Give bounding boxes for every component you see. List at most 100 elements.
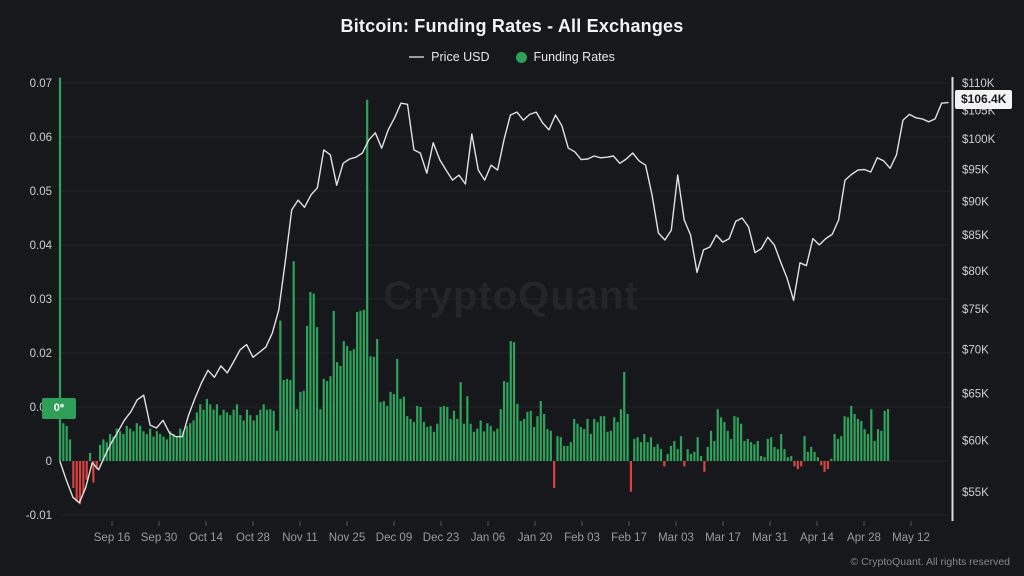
funding-bar-positive: [616, 422, 619, 461]
funding-bar-positive: [342, 341, 345, 461]
funding-bar-positive: [219, 415, 222, 461]
funding-bar-positive: [566, 445, 569, 461]
funding-bar-positive: [579, 427, 582, 461]
funding-bar-positive: [289, 380, 292, 461]
funding-bar-positive: [676, 449, 679, 461]
funding-bar-positive: [656, 444, 659, 461]
legend-item-funding[interactable]: Funding Rates: [515, 50, 615, 64]
funding-bar-positive: [175, 436, 178, 461]
x-axis-tick-label: Mar 03: [658, 532, 694, 544]
funding-bar-positive: [349, 350, 352, 461]
funding-bar-positive: [516, 403, 519, 461]
funding-bar-positive: [723, 422, 726, 461]
funding-bar-positive: [563, 445, 566, 461]
right-axis-tick-label: $65K: [962, 388, 989, 400]
funding-bar-positive: [312, 293, 315, 461]
funding-bar-positive: [369, 356, 372, 461]
funding-bar-positive: [282, 380, 285, 461]
funding-bar-positive: [346, 346, 349, 461]
x-axis-tick-label: Sep 30: [141, 532, 177, 544]
funding-bar-positive: [442, 405, 446, 461]
legend-item-price[interactable]: Price USD: [409, 50, 490, 64]
price-line-series: [59, 101, 949, 504]
x-axis-tick-label: May 12: [892, 532, 930, 544]
funding-bar-positive: [125, 425, 128, 461]
funding-bar-positive: [62, 423, 65, 461]
funding-bar-positive: [466, 396, 469, 461]
funding-bar-positive: [165, 439, 168, 461]
funding-bar-positive: [185, 425, 188, 461]
funding-bar-positive: [155, 431, 158, 461]
funding-bar-positive: [709, 430, 713, 461]
funding-bar-positive: [606, 431, 609, 461]
left-axis-tick-label: 0.04: [30, 240, 53, 252]
funding-bar-positive: [249, 415, 252, 461]
funding-bar-positive: [743, 441, 746, 461]
funding-bar-positive: [142, 431, 145, 461]
legend-label-price: Price USD: [431, 50, 490, 64]
funding-bar-positive: [866, 434, 870, 461]
funding-bar-positive: [853, 414, 856, 461]
funding-bar-positive: [813, 451, 816, 461]
funding-bar-negative: [820, 461, 823, 466]
funding-bar-positive: [139, 425, 142, 461]
funding-bar-positive: [636, 437, 639, 461]
right-axis-tick-label: $70K: [962, 345, 989, 357]
funding-bar-positive: [726, 430, 729, 461]
funding-bar-positive: [766, 438, 769, 461]
funding-bar-positive: [716, 409, 719, 461]
funding-bar-positive: [172, 434, 175, 461]
funding-bar-positive: [295, 409, 299, 461]
funding-bar-positive: [389, 391, 392, 461]
funding-bar-positive: [305, 326, 309, 461]
funding-bar-positive: [649, 437, 653, 461]
funding-bar-negative: [800, 461, 803, 467]
funding-bar-positive: [202, 409, 205, 461]
funding-bar-positive: [98, 444, 102, 461]
x-axis-tick-label: Mar 31: [752, 532, 788, 544]
funding-bar-positive: [583, 429, 586, 461]
funding-bar-positive: [776, 449, 779, 461]
funding-bar-positive: [329, 376, 332, 461]
x-axis-tick-label: Mar 17: [705, 532, 741, 544]
funding-bar-positive: [679, 436, 683, 461]
funding-bar-positive: [412, 422, 415, 461]
funding-bar-positive: [689, 454, 693, 461]
funding-bar-positive: [472, 431, 476, 461]
funding-bar-positive: [182, 431, 185, 461]
funding-bar-positive: [646, 442, 649, 461]
funding-bar-positive: [399, 398, 402, 461]
funding-bar-positive: [840, 436, 843, 461]
funding-bar-positive: [429, 425, 432, 461]
funding-bar-positive: [633, 438, 636, 461]
funding-bar-positive: [596, 422, 599, 461]
x-axis-tick-label: Apr 14: [800, 532, 834, 544]
current-price-badge: $106.4K: [955, 90, 1013, 109]
price-line-swatch-icon: [409, 56, 425, 58]
funding-bar-positive: [760, 456, 763, 461]
funding-bar-positive: [299, 391, 302, 461]
funding-bar-positive: [873, 441, 876, 461]
funding-bar-positive: [576, 423, 579, 461]
funding-bar-positive: [212, 409, 215, 461]
funding-bar-positive: [65, 425, 68, 461]
right-axis-tick-label: $80K: [962, 266, 989, 278]
funding-bar-positive: [509, 341, 512, 461]
funding-bar-positive: [419, 407, 422, 461]
funding-bar-positive: [476, 428, 479, 461]
left-axis-tick-label: 0.05: [30, 186, 52, 198]
funding-bar-positive: [112, 436, 115, 461]
funding-bar-positive: [489, 425, 492, 461]
funding-bar-positive: [159, 434, 162, 461]
x-axis-tick-label: Oct 28: [236, 532, 270, 544]
funding-bar-positive: [830, 458, 833, 461]
funding-bar-positive: [603, 416, 606, 461]
funding-bar-negative: [75, 461, 78, 502]
funding-bar-positive: [409, 418, 412, 461]
funding-bar-positive: [396, 358, 399, 461]
funding-bar-negative: [553, 461, 556, 488]
funding-bar-positive: [252, 420, 255, 461]
funding-bar-positive: [452, 410, 456, 461]
funding-bar-positive: [436, 423, 439, 461]
